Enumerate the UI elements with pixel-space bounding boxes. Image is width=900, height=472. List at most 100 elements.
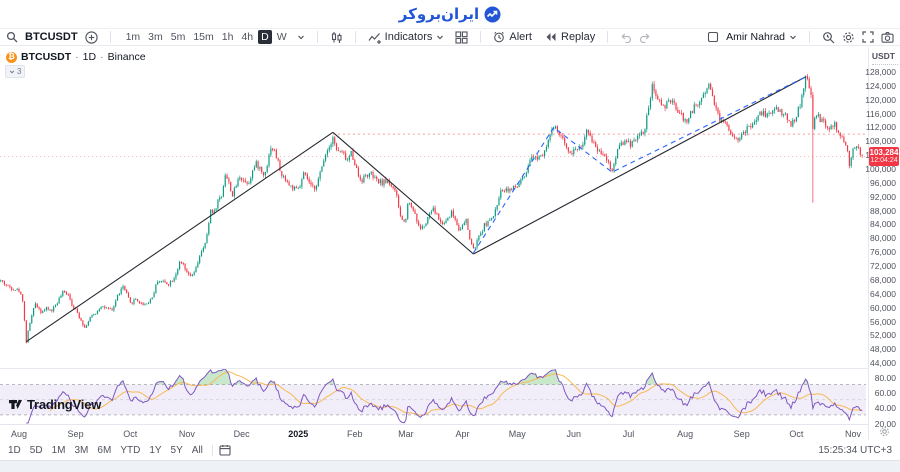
time-axis-label: Aug [677,429,694,439]
price-axis-label: 96,000 [870,177,896,188]
timezone-clock[interactable]: 15:25:34 UTC+3 [818,444,892,456]
time-axis-label: Dec [233,429,250,439]
toolbar-separator [809,31,810,43]
page-header: ایران‌بروکر [0,0,900,28]
symbol-search-icon[interactable] [6,31,18,43]
time-axis-label: Oct [789,429,804,439]
timeframe-button-1h[interactable]: 1h [221,31,234,43]
compare-add-symbol-icon[interactable] [84,30,98,44]
range-button-1m[interactable]: 1M [51,444,66,456]
brand-logo-icon [484,6,501,23]
legend-interval: 1D [82,51,97,63]
redo-icon[interactable] [639,31,651,43]
indicators-chevron-down-icon [437,35,444,40]
alert-clock-icon [493,31,505,43]
tradingview-watermark[interactable]: TradingView [8,397,101,412]
price-axis-label: 72,000 [870,261,896,272]
user-menu-button[interactable]: Amir Nahrad [726,31,797,43]
snapshot-camera-icon[interactable] [881,31,894,44]
price-axis-currency: USDT [871,51,895,61]
range-group: 1D 5D 1M 3M 6M YTD 1Y 5Y All [8,445,212,456]
price-axis-label: 80,000 [870,233,896,244]
chart-area: ₿ BTCUSDT · 1D · Binance 3 TradingView A… [0,47,900,441]
rsi-axis-label: 40.00 [874,403,896,414]
current-price-tag: 103,284 12:04:24 [869,147,899,166]
toolbar-separator [607,31,609,43]
replay-button[interactable]: Replay [545,31,595,43]
toolbar-separator [354,31,356,43]
range-button-ytd[interactable]: YTD [120,444,141,456]
timeframe-button-4h[interactable]: 4h [241,31,254,43]
fullscreen-icon[interactable] [862,31,874,43]
chart-toolbar: BTCUSDT 1m 3m 5m 15m 1h 4h D W Indicators [0,28,900,46]
time-axis-label: Jul [622,429,635,439]
price-axis-label: 116,000 [865,108,896,119]
time-axis-label: Sep [733,429,750,439]
page-footer-strip [0,460,900,472]
undo-icon[interactable] [620,31,632,43]
timeframe-button-15m[interactable]: 15m [193,31,214,43]
legend-symbol: BTCUSDT [21,51,72,63]
rsi-axis-label: 60.00 [874,388,896,399]
timeframe-button-5m[interactable]: 5m [170,31,186,43]
panel-toggle-icon[interactable] [707,31,719,43]
price-axis-label: 48,000 [870,344,896,355]
symbol-search-button[interactable]: BTCUSDT [25,31,78,43]
price-axis[interactable]: USDT 103,284 12:04:24 128,000 124,000 120,… [865,47,900,440]
time-axis-label: Jun [566,429,582,439]
quick-search-icon[interactable] [822,31,835,44]
price-axis-label: 52,000 [870,330,896,341]
indicators-button[interactable]: Indicators [368,31,445,44]
toolbar-separator [480,31,482,43]
timeframe-button-w[interactable]: W [276,31,287,43]
range-button-all[interactable]: All [191,444,203,456]
price-axis-label: 120,000 [865,94,896,105]
user-menu-chevron-down-icon [790,35,796,40]
timeframe-button-3m[interactable]: 3m [148,31,163,43]
time-axis-label: Sep [67,429,84,439]
time-axis-label: 2025 [288,429,309,439]
time-axis-label: May [508,429,526,439]
price-axis-label: 68,000 [870,274,896,285]
rsi-axis-label: 80.00 [874,373,896,383]
time-axis[interactable]: Aug Sep Oct Nov Dec 2025 Feb Mar Apr May Jun Jul Aug… [0,424,900,441]
toolbar-separator [316,31,318,43]
replay-icon [545,31,557,43]
rsi-axis-label: 20.00 [874,418,896,429]
range-button-3m[interactable]: 3M [74,444,89,456]
settings-gear-icon[interactable] [842,31,855,44]
brand-logo[interactable]: ایران‌بروکر [399,5,501,23]
go-to-date-calendar-icon[interactable] [219,444,231,456]
price-axis-divider [872,64,898,65]
range-button-5y[interactable]: 5Y [170,444,183,456]
range-button-5d[interactable]: 5D [29,444,43,456]
indicators-icon [368,31,381,44]
price-axis-label: 60,000 [870,302,896,313]
bottom-separator [211,444,213,456]
collapsed-indicators-pill[interactable]: 3 [5,65,26,78]
price-axis-label: 76,000 [870,247,896,258]
price-axis-label: 84,000 [870,219,896,230]
range-button-1d[interactable]: 1D [8,444,21,456]
btc-symbol-icon: ₿ [6,51,17,63]
range-button-1y[interactable]: 1Y [149,444,162,456]
alert-button[interactable]: Alert [493,31,532,43]
time-axis-label: Apr [455,429,470,439]
symbol-legend[interactable]: ₿ BTCUSDT · 1D · Binance [6,51,146,63]
tradingview-logo-icon [9,400,22,409]
pill-chevron-down-icon [9,70,15,73]
interval-chevron-down-icon[interactable] [297,33,305,41]
price-chart-canvas[interactable] [0,47,900,440]
pane-separator[interactable] [0,368,900,369]
layout-grid-icon[interactable] [455,30,468,44]
chart-style-candles-icon[interactable] [330,31,343,44]
price-axis-label: 128,000 [865,67,896,77]
time-axis-label: Nov [178,429,195,439]
time-axis-label: Mar [398,429,414,439]
range-button-6m[interactable]: 6M [97,444,112,456]
timeframe-button-d[interactable]: D [258,30,272,44]
brand-logo-text: ایران‌بروکر [398,5,480,23]
price-axis-label: 56,000 [870,316,896,327]
timeframe-button-1m[interactable]: 1m [125,31,141,43]
scale-settings-gear-icon[interactable] [879,426,890,437]
